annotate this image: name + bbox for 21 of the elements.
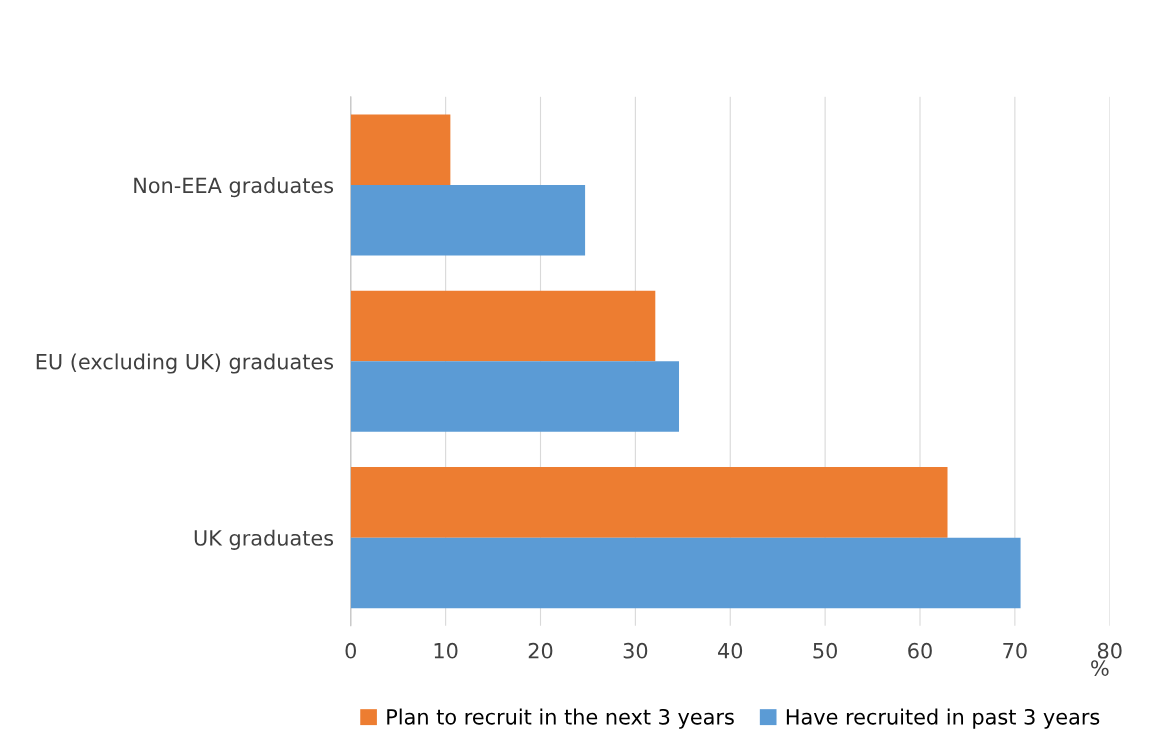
x-tick-label: 60: [908, 642, 932, 659]
y-tick-label: EU (excluding UK) graduates: [36, 353, 334, 374]
bar: [350, 114, 451, 186]
bar: [350, 467, 948, 538]
x-tick-label: 80: [1097, 642, 1122, 659]
x-tick-label: 50: [813, 642, 837, 659]
y-tick-label: UK graduates: [194, 529, 334, 550]
x-tick-label: 10: [434, 642, 458, 659]
legend-label: Plan to recruit in the next 3 years: [387, 708, 734, 729]
x-axis-title: %: [1091, 660, 1109, 676]
x-tick-label: 70: [1003, 642, 1027, 659]
bar: [350, 290, 656, 362]
y-tick-label: Non-EEA graduates: [134, 177, 334, 198]
bar: [350, 537, 1021, 609]
bar: [350, 361, 680, 432]
x-tick-label: 40: [718, 642, 743, 659]
x-tick-label: 0: [345, 642, 356, 659]
bar: [350, 185, 586, 256]
legend-label: Have recruited in past 3 years: [786, 708, 1100, 729]
x-tick-label: 30: [623, 642, 648, 659]
x-tick-label: 20: [528, 642, 553, 659]
